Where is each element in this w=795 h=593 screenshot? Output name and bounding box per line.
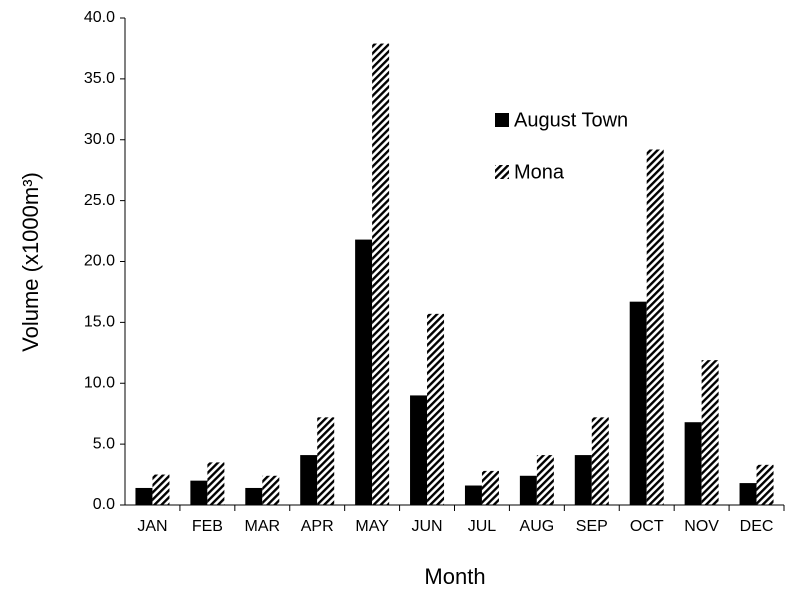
bar xyxy=(372,43,390,505)
bar xyxy=(629,301,647,505)
legend-label: August Town xyxy=(514,109,628,131)
x-tick-label: MAR xyxy=(245,518,281,535)
x-tick-label: DEC xyxy=(740,518,774,535)
y-tick-label: 15.0 xyxy=(84,314,115,331)
legend-swatch xyxy=(495,165,509,179)
bar xyxy=(427,313,445,505)
y-tick-label: 35.0 xyxy=(84,70,115,87)
bar xyxy=(684,422,702,505)
bar xyxy=(245,487,263,505)
x-tick-label: JUN xyxy=(411,518,442,535)
bar xyxy=(591,417,609,505)
y-tick-label: 10.0 xyxy=(84,374,115,391)
bar xyxy=(519,475,537,505)
x-tick-label: FEB xyxy=(192,518,223,535)
bar xyxy=(536,455,554,505)
y-tick-label: 5.0 xyxy=(93,435,115,452)
y-tick-label: 25.0 xyxy=(84,192,115,209)
x-tick-label: OCT xyxy=(630,518,664,535)
x-tick-label: AUG xyxy=(520,518,555,535)
bar xyxy=(300,455,318,505)
bar xyxy=(410,395,428,505)
bar xyxy=(739,483,757,505)
bar xyxy=(756,464,774,505)
bar xyxy=(701,360,719,505)
y-tick-label: 40.0 xyxy=(84,9,115,26)
bar xyxy=(152,474,170,505)
legend-label: Mona xyxy=(514,161,565,183)
bar xyxy=(207,462,225,505)
x-tick-label: JAN xyxy=(137,518,167,535)
y-axis-label: Volume (x1000m³) xyxy=(18,172,43,352)
x-tick-label: MAY xyxy=(355,518,389,535)
bar xyxy=(190,480,208,505)
bar xyxy=(464,485,482,505)
x-tick-label: SEP xyxy=(576,518,608,535)
bar xyxy=(355,239,373,505)
x-tick-label: NOV xyxy=(684,518,719,535)
bar xyxy=(481,470,499,505)
bar xyxy=(262,475,280,505)
bar xyxy=(574,455,592,505)
bar xyxy=(135,487,153,505)
x-tick-label: JUL xyxy=(468,518,497,535)
y-tick-label: 20.0 xyxy=(84,253,115,270)
x-tick-label: APR xyxy=(301,518,334,535)
y-tick-label: 30.0 xyxy=(84,131,115,148)
bar xyxy=(646,149,664,506)
legend-swatch xyxy=(495,113,509,127)
x-axis-label: Month xyxy=(424,564,485,589)
bar xyxy=(317,417,335,505)
y-tick-label: 0.0 xyxy=(93,496,115,513)
